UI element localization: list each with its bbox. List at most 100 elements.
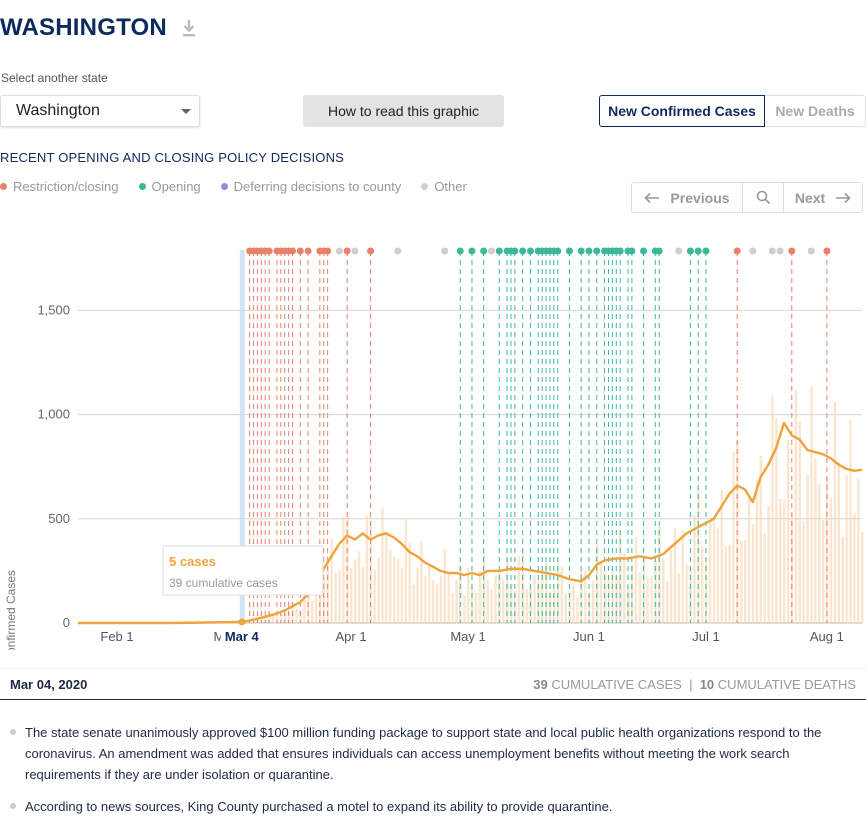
legend-item-deferring: Deferring decisions to county [220,179,401,194]
daily-bar [424,575,427,623]
other-marker-dot [335,247,343,255]
daily-bar [743,540,747,623]
next-label: Next [794,189,826,206]
opening-marker-dot [554,247,562,255]
line-layer [78,421,863,626]
new-deaths-tab[interactable]: New Deaths [765,95,866,127]
deferring-dot-icon [220,183,228,190]
daily-bar [607,579,610,623]
daily-bar [537,580,540,623]
restriction-dot-icon [0,183,7,190]
state-select[interactable]: Washington [0,95,200,127]
daily-bar [673,528,677,623]
opening-marker-dot [640,247,648,255]
daily-bar [829,497,833,623]
daily-bar [755,479,759,623]
legend-label: Other [434,179,467,194]
other-marker-dot [807,247,815,255]
daily-bar [264,616,267,623]
daily-bar [474,592,478,623]
daily-bar [303,593,306,623]
daily-bar [728,544,731,623]
daily-bar [861,531,864,623]
daily-bar [654,560,657,623]
x-tick-label: Jun 1 [573,629,605,644]
selected-date: Mar 04, 2020 [10,676,88,692]
search-icon [756,190,770,205]
daily-bar [775,418,778,623]
previous-button[interactable]: Previous [632,183,743,212]
daily-bar [681,529,684,623]
bullet-icon [10,729,16,735]
y-tick-label: 1,500 [37,302,70,317]
opening-marker-dot [519,247,527,255]
daily-bar [412,584,415,623]
daily-bar [802,521,805,623]
daily-bar [568,592,571,623]
metric-toggle: New Confirmed Cases New Deaths [599,95,866,127]
daily-bar [763,532,766,623]
restriction-marker-dot [788,247,796,255]
legend-label: Opening [151,179,201,194]
daily-bar [584,570,587,623]
daily-bar [587,594,591,623]
legend-item-restriction: Restriction/closing [0,179,119,194]
daily-bar [677,573,681,623]
daily-bar [740,540,743,623]
restriction-marker-dot [343,247,351,255]
daily-bar [295,608,298,623]
selected-date-label-bg [220,629,263,645]
daily-bar [837,462,840,623]
daily-bar [685,564,688,623]
daily-bar [794,390,798,623]
grid-layer [78,250,862,624]
restriction-marker-dot [733,247,741,255]
daily-bar [646,578,649,623]
other-marker-dot [675,247,683,255]
opening-marker-dot [456,247,464,255]
daily-bars-layer [248,385,864,623]
other-marker-dot [768,247,776,255]
daily-bar [463,595,466,623]
daily-bar [767,506,770,623]
new-cases-tab[interactable]: New Confirmed Cases [599,95,765,127]
legend-item-opening: Opening [138,179,201,194]
daily-bar [443,549,447,623]
daily-bar [599,562,603,623]
y-tick-label: 0 [63,615,70,630]
opening-marker-dot [593,247,601,255]
daily-bar [287,611,291,623]
selected-date-label: Mar 4 [225,629,260,644]
daily-bar [330,539,333,623]
daily-bar [704,562,708,623]
restriction-marker-dot [265,247,273,255]
daily-bar [658,526,661,623]
opening-marker-dot [511,247,519,255]
daily-bar [513,591,517,623]
tooltip: 5 cases 39 cumulative cases [162,545,324,596]
daily-bar [841,536,844,623]
opening-marker-dot [526,247,534,255]
selected-point [238,618,246,626]
daily-bar [494,575,497,623]
next-button[interactable]: Next [784,183,862,212]
title-row: WASHINGTON [0,14,197,42]
daily-bar [502,579,505,623]
daily-bar [849,420,852,623]
daily-bar [732,452,735,623]
daily-bar [408,542,411,623]
other-marker-dot [749,247,757,255]
download-icon[interactable] [181,18,197,38]
daily-bar [389,550,392,623]
how-to-read-button[interactable]: How to read this graphic [303,95,504,127]
other-dot-icon [421,183,429,190]
restriction-marker-dot [823,247,831,255]
daily-bar [517,555,521,623]
daily-bar [428,564,431,623]
daily-bar [747,497,751,623]
opening-marker-dot [694,247,702,255]
daily-bar [615,575,618,623]
search-button[interactable] [743,183,784,212]
daily-bar [751,524,755,623]
daily-bar [533,575,536,623]
